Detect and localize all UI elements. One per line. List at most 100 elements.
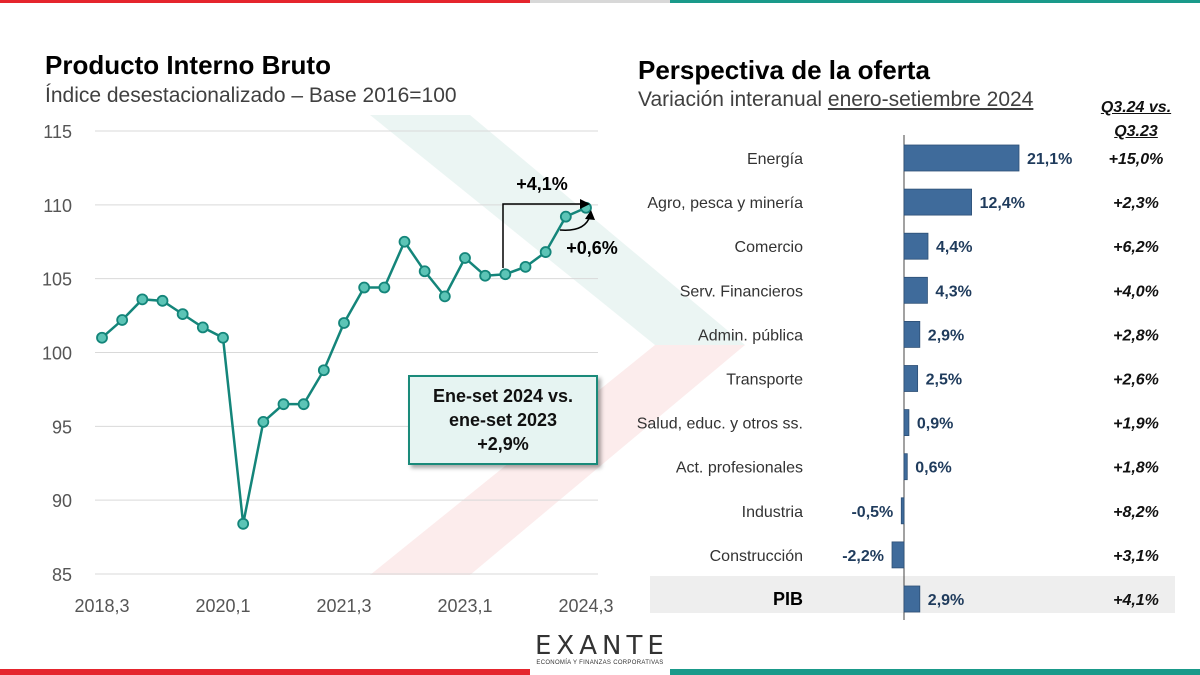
gdp-data-point <box>116 314 129 326</box>
right-subtitle-period: enero-setiembre 2024 <box>827 88 1034 111</box>
q3-value-label: +15,0% <box>1109 151 1164 168</box>
bar-10 <box>903 585 921 613</box>
yoy-annotation: +4,1% <box>516 174 568 194</box>
bar-category-label: Agro, pesca y minería <box>647 195 803 212</box>
bar-category-label: Construcción <box>710 548 803 565</box>
q3-value-label: +1,8% <box>1113 460 1159 477</box>
gdp-callout-box: Ene-set 2024 vs. ene-set 2023 +2,9% <box>408 375 598 465</box>
gdp-data-point <box>559 210 572 223</box>
bar-category-label: Industria <box>742 504 803 521</box>
q3-value-label: +2,6% <box>1113 372 1159 389</box>
bar-value-label: 2,9% <box>928 592 964 609</box>
bar-category-label: Energía <box>747 151 803 168</box>
bar-category-label: Transporte <box>726 372 803 389</box>
q3-header-line-1: Q3.24 vs. <box>1100 99 1172 116</box>
y-tick-label: 90 <box>52 491 72 511</box>
q3-value-label: +3,1% <box>1113 548 1159 565</box>
gdp-data-point <box>176 308 189 321</box>
x-tick-label: 2018,3 <box>74 596 129 616</box>
gdp-data-point <box>156 294 169 307</box>
q3-value-label: +2,3% <box>1113 195 1159 212</box>
logo-tagline: ECONOMÍA Y FINANZAS CORPORATIVAS <box>536 660 664 666</box>
q3-value-label: +6,2% <box>1113 239 1159 256</box>
bar-4 <box>903 320 921 348</box>
gdp-data-point <box>277 398 290 411</box>
yoy-arrowhead-icon <box>580 199 590 209</box>
q3-value-label: +4,1% <box>1113 592 1159 609</box>
y-tick-label: 95 <box>52 417 72 437</box>
gdp-data-point <box>136 293 149 306</box>
x-tick-label: 2023,1 <box>437 596 492 616</box>
q3-value-label: +8,2% <box>1113 504 1159 521</box>
gdp-data-point <box>398 235 411 248</box>
y-tick-label: 85 <box>52 565 72 585</box>
gdp-data-point <box>539 246 552 258</box>
gdp-data-point <box>317 364 330 377</box>
x-tick-label: 2021,3 <box>316 596 371 616</box>
y-tick-label: 105 <box>42 270 72 290</box>
bar-2 <box>903 232 929 260</box>
bar-3 <box>903 276 928 304</box>
gdp-data-point <box>96 331 108 344</box>
bar-category-label: PIB <box>773 589 803 609</box>
callout-line-2: ene-set 2023 <box>448 410 558 430</box>
gdp-data-point <box>438 290 451 303</box>
q3-header-line-2: Q3.23 <box>1114 123 1158 140</box>
gdp-data-point <box>418 265 431 278</box>
bar-9 <box>891 541 905 569</box>
callout-line-1: Ene-set 2024 vs. <box>432 386 574 406</box>
gdp-data-point <box>257 416 270 428</box>
gdp-data-point <box>459 252 471 264</box>
bar-8 <box>900 497 905 525</box>
bar-5 <box>903 365 919 392</box>
x-tick-label: 2024,3 <box>558 596 613 616</box>
gdp-data-point <box>217 331 229 344</box>
exante-logo: EXANTE ECONOMÍA Y FINANZAS CORPORATIVAS <box>535 633 665 666</box>
bottom-bar-teal <box>670 669 1200 675</box>
y-tick-label: 100 <box>42 344 72 364</box>
bar-category-label: Salud, educ. y otros ss. <box>637 416 803 433</box>
top-bar-teal <box>670 0 1200 3</box>
bar-category-label: Admin. pública <box>698 327 803 344</box>
y-tick-label: 110 <box>43 196 72 216</box>
gdp-data-point <box>196 321 209 334</box>
bar-7 <box>903 453 908 481</box>
right-subtitle-prefix: Variación interanual <box>638 88 828 111</box>
top-bar-red <box>0 0 530 3</box>
gdp-data-point <box>378 281 391 294</box>
bar-value-label: 4,4% <box>936 239 972 256</box>
bar-1 <box>903 188 972 216</box>
right-chart-title: Perspectiva de la oferta <box>638 55 930 85</box>
top-bar-gray <box>530 0 670 3</box>
callout-line-3: +2,9% <box>477 434 529 454</box>
bar-category-label: Act. profesionales <box>676 460 803 477</box>
bar-value-label: 2,9% <box>928 327 964 344</box>
bar-value-label: -2,2% <box>842 548 884 565</box>
q3-value-label: +1,9% <box>1113 416 1159 433</box>
q3-value-label: +2,8% <box>1113 327 1159 344</box>
gdp-data-point <box>297 398 310 411</box>
bar-value-label: 0,9% <box>917 416 953 433</box>
gdp-data-point <box>519 260 532 273</box>
bar-value-label: 4,3% <box>935 283 971 300</box>
bar-0 <box>903 144 1020 172</box>
bar-6 <box>903 409 910 437</box>
bar-value-label: 2,5% <box>926 372 962 389</box>
bar-value-label: 0,6% <box>915 460 951 477</box>
y-tick-label: 115 <box>43 122 72 142</box>
bar-category-label: Comercio <box>735 239 804 256</box>
qoq-arrowhead-icon <box>585 210 595 220</box>
logo-wordmark: EXANTE <box>535 631 669 661</box>
qoq-annotation: +0,6% <box>566 238 618 258</box>
right-chart-subtitle: Variación interanual enero-setiembre 202… <box>638 88 1033 112</box>
left-chart-subtitle: Índice desestacionalizado – Base 2016=10… <box>45 84 457 107</box>
yoy-arrow <box>502 203 583 268</box>
x-tick-label: 2020,1 <box>195 596 250 616</box>
left-chart-title: Producto Interno Bruto <box>45 50 331 80</box>
bar-value-label: -0,5% <box>851 504 893 521</box>
bar-category-label: Serv. Financieros <box>680 283 803 300</box>
bar-value-label: 12,4% <box>980 195 1025 212</box>
bottom-bar-red <box>0 669 530 675</box>
